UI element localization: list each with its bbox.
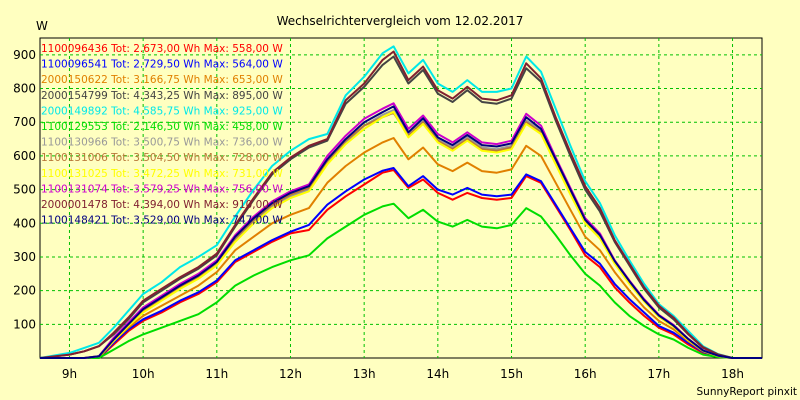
y-tick-label: 400 xyxy=(13,216,36,230)
series-line-0 xyxy=(40,169,762,359)
x-tick-label: 14h xyxy=(426,367,449,381)
x-tick-label: 9h xyxy=(62,367,77,381)
legend-entry: 2000001478 Tot: 4.394,00 Wh Max: 910,00 … xyxy=(41,199,283,211)
y-tick-label: 600 xyxy=(13,149,36,163)
legend-entry: 1100131074 Tot: 3.579,25 Wh Max: 756,00 … xyxy=(41,183,283,195)
y-tick-label: 900 xyxy=(13,48,36,62)
x-tick-label: 17h xyxy=(647,367,670,381)
legend: 1100096436 Tot: 2.673,00 Wh Max: 558,00 … xyxy=(41,43,283,227)
series-line-10 xyxy=(39,50,762,359)
y-tick-label: 500 xyxy=(13,183,36,197)
legend-entry: 1100129553 Tot: 2.146,50 Wh Max: 458,00 … xyxy=(41,121,283,133)
legend-entry: 2000150622 Tot: 3.166,75 Wh Max: 653,00 … xyxy=(41,74,283,86)
series-line-2 xyxy=(40,137,762,359)
y-tick-label: 700 xyxy=(13,115,36,129)
y-axis-label: W xyxy=(36,19,48,33)
legend-entry: 1100131025 Tot: 3.472,25 Wh Max: 731,00 … xyxy=(41,168,283,180)
chart-title: Wechselrichtervergleich vom 12.02.2017 xyxy=(277,14,524,28)
legend-entry: 1100131006 Tot: 3.504,50 Wh Max: 728,00 … xyxy=(41,152,283,164)
legend-entry: 2000154799 Tot: 4.343,25 Wh Max: 895,00 … xyxy=(41,90,283,102)
legend-entry: 1100130966 Tot: 3.500,75 Wh Max: 736,00 … xyxy=(41,137,283,149)
y-tick-label: 300 xyxy=(13,250,36,264)
x-tick-label: 15h xyxy=(500,367,523,381)
x-tick-label: 10h xyxy=(132,367,155,381)
series-lines xyxy=(39,45,762,359)
legend-entry: 2000149892 Tot: 4.585,75 Wh Max: 925,00 … xyxy=(41,105,283,117)
footer-credit: SunnyReport pinxit xyxy=(697,386,797,398)
x-tick-label: 16h xyxy=(574,367,597,381)
y-tick-label: 100 xyxy=(13,317,36,331)
y-tick-label: 200 xyxy=(13,284,36,298)
grid xyxy=(40,38,762,358)
legend-entry: 1100148421 Tot: 3.529,00 Wh Max: 747,00 … xyxy=(41,215,283,227)
series-line-11 xyxy=(40,105,762,359)
x-tick-label: 13h xyxy=(353,367,376,381)
x-tick-label: 12h xyxy=(279,367,302,381)
x-tick-labels: 9h 10h 11h 12h 13h 14h 15h 16h 17h 18h xyxy=(62,367,744,381)
legend-entry: 1100096541 Tot: 2.729,50 Wh Max: 564,00 … xyxy=(41,59,283,71)
x-tick-label: 11h xyxy=(205,367,228,381)
y-tick-label: 800 xyxy=(13,82,36,96)
series-line-5 xyxy=(40,202,762,359)
y-tick-labels: 100 200 300 400 500 600 700 800 900 xyxy=(13,48,36,331)
series-line-1 xyxy=(40,167,762,359)
series-line-3 xyxy=(39,55,762,359)
x-tick-label: 18h xyxy=(721,367,744,381)
legend-entry: 1100096436 Tot: 2.673,00 Wh Max: 558,00 … xyxy=(41,43,283,55)
series-line-4 xyxy=(39,45,762,359)
